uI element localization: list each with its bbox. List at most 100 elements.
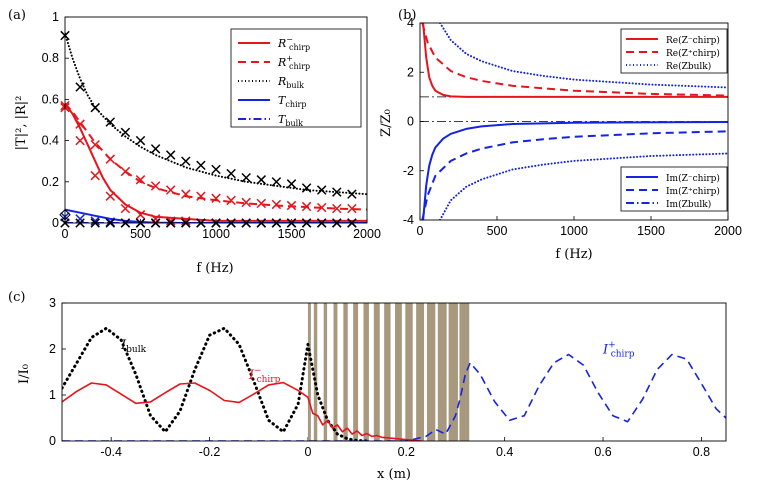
x-tick-label: 1000: [560, 224, 588, 238]
legend-label: Tbulk: [278, 113, 303, 128]
marker-x: [120, 166, 131, 177]
panel-b: (b) Z/Z₀ f (Hz) 0 500 1000 1500 2000-4-2024 …: [379, 8, 742, 262]
marker-x: [120, 127, 131, 138]
series-line: [65, 32, 367, 196]
y-tick-label: 4: [407, 16, 414, 30]
panel-b-plot: [420, 23, 728, 220]
marker-x: [301, 183, 312, 193]
chirp-slab: [384, 303, 391, 441]
legend-label: Rbulk: [277, 75, 304, 90]
marker-x: [332, 203, 342, 214]
series-line: [65, 208, 367, 223]
marker-x: [256, 175, 267, 185]
marker-x: [271, 199, 282, 210]
panel-c-ylabel: I/I₀: [17, 364, 32, 384]
y-tick-label: 3: [49, 296, 56, 310]
y-tick-label: 0.8: [42, 51, 59, 65]
chirp-slab: [426, 303, 436, 441]
x-tick-label: 0.8: [693, 445, 710, 459]
curve-annotation: Ibulk: [120, 338, 147, 355]
panel-b-xlabel: f (Hz): [555, 247, 592, 262]
curve-annotation: I+ chirp: [602, 341, 635, 360]
marker-x: [150, 181, 161, 191]
marker-x: [241, 172, 251, 183]
chirp-slab: [394, 303, 402, 441]
legend-base: R: [277, 56, 286, 69]
marker-x: [256, 198, 267, 209]
y-tick-label: -2: [403, 164, 414, 178]
series-line: [422, 121, 728, 220]
x-tick-label: 1500: [278, 227, 306, 241]
x-tick-label: 2000: [353, 227, 381, 241]
marker-x: [165, 185, 176, 195]
panel-a-ticks: 0 500 1000 1500 2000 0 0.2 0.4 0.6 0.8 1: [42, 10, 381, 241]
chirp-slab: [333, 303, 338, 441]
x-tick-label: 1500: [637, 224, 665, 238]
panel-c-label: (c): [8, 290, 25, 305]
marker-x: [105, 117, 116, 127]
marker-x: [165, 216, 176, 226]
series-line: [421, 130, 728, 220]
legend-label: Im(Zbulk): [666, 199, 711, 210]
marker-x: [301, 201, 312, 212]
panel-a: (a) |T|², |R|² f (Hz) 0 500 1000 1500 200000…: [8, 8, 381, 276]
marker-x: [226, 168, 236, 179]
chirp-slab: [437, 303, 447, 441]
panel-b-ticks: 0 500 1000 1500 2000 -4 -2 0 2 4: [403, 16, 742, 238]
x-tick-label: 0.2: [398, 445, 415, 459]
panel-a-ylabel: |T|², |R|²: [14, 96, 29, 151]
marker-x: [181, 216, 191, 226]
marker-x: [347, 189, 357, 199]
series-line: [421, 23, 728, 97]
annotation-base: I: [120, 338, 127, 353]
marker-x: [75, 82, 85, 92]
series-line: [65, 102, 367, 211]
panel-b-label: (b): [398, 8, 416, 23]
x-tick-label: -0.2: [199, 445, 221, 459]
y-tick-label: 2: [49, 342, 56, 356]
series-line: [439, 23, 728, 89]
marker-x: [241, 197, 251, 208]
legend-label: Re(Zbulk): [666, 61, 711, 72]
y-tick-label: 0: [49, 434, 56, 448]
marker-x: [105, 191, 116, 201]
marker-x: [75, 214, 85, 224]
legend-base: T: [278, 113, 287, 126]
legend-sup: +: [286, 54, 293, 63]
panel-b-legend-bottom-box: [620, 166, 728, 212]
marker-x: [211, 193, 221, 204]
legend-label: Tchirp: [278, 94, 306, 109]
legend-label: Im(Z⁺chirp): [666, 186, 720, 197]
panel-c: (c) I/I₀ x (m) -0.4 -0.2 0 0.2 0.4 0.6 0.8 0 1 2 3…: [8, 290, 727, 482]
marker-x: [181, 156, 191, 166]
annotation-sub: bulk: [126, 345, 146, 355]
marker-x: [347, 203, 357, 214]
legend-sub: chirp: [289, 43, 310, 52]
marker-x: [165, 150, 176, 160]
series-line: [439, 152, 728, 220]
marker-x: [90, 216, 100, 226]
y-tick-label: 0.2: [42, 175, 59, 189]
marker-x: [286, 200, 297, 211]
legend-base: R: [277, 75, 286, 88]
chirp-slab: [307, 303, 311, 441]
marker-x: [332, 187, 342, 197]
y-tick-label: -4: [403, 213, 414, 227]
chirp-slab: [373, 303, 380, 441]
marker-x: [196, 160, 206, 171]
legend-base: R: [277, 37, 286, 50]
panel-c-ticks: -0.4 -0.2 0 0.2 0.4 0.6 0.8 0 1 2 3: [49, 296, 710, 459]
legend-label: R− chirp: [277, 35, 310, 52]
x-tick-label: 0: [62, 227, 69, 241]
chirp-slab: [343, 303, 348, 441]
marker-x: [135, 210, 146, 220]
panel-b-axes-box: [419, 22, 729, 221]
panel-b-ylabel: Z/Z₀: [379, 109, 394, 137]
annotation-base: I: [602, 343, 609, 358]
panel-b-legend-top-box: [620, 28, 728, 74]
y-tick-label: 0: [407, 115, 414, 129]
marker-x: [120, 203, 131, 214]
series-line: [62, 326, 369, 441]
marker-x: [90, 102, 100, 113]
chirp-slab: [363, 303, 369, 441]
